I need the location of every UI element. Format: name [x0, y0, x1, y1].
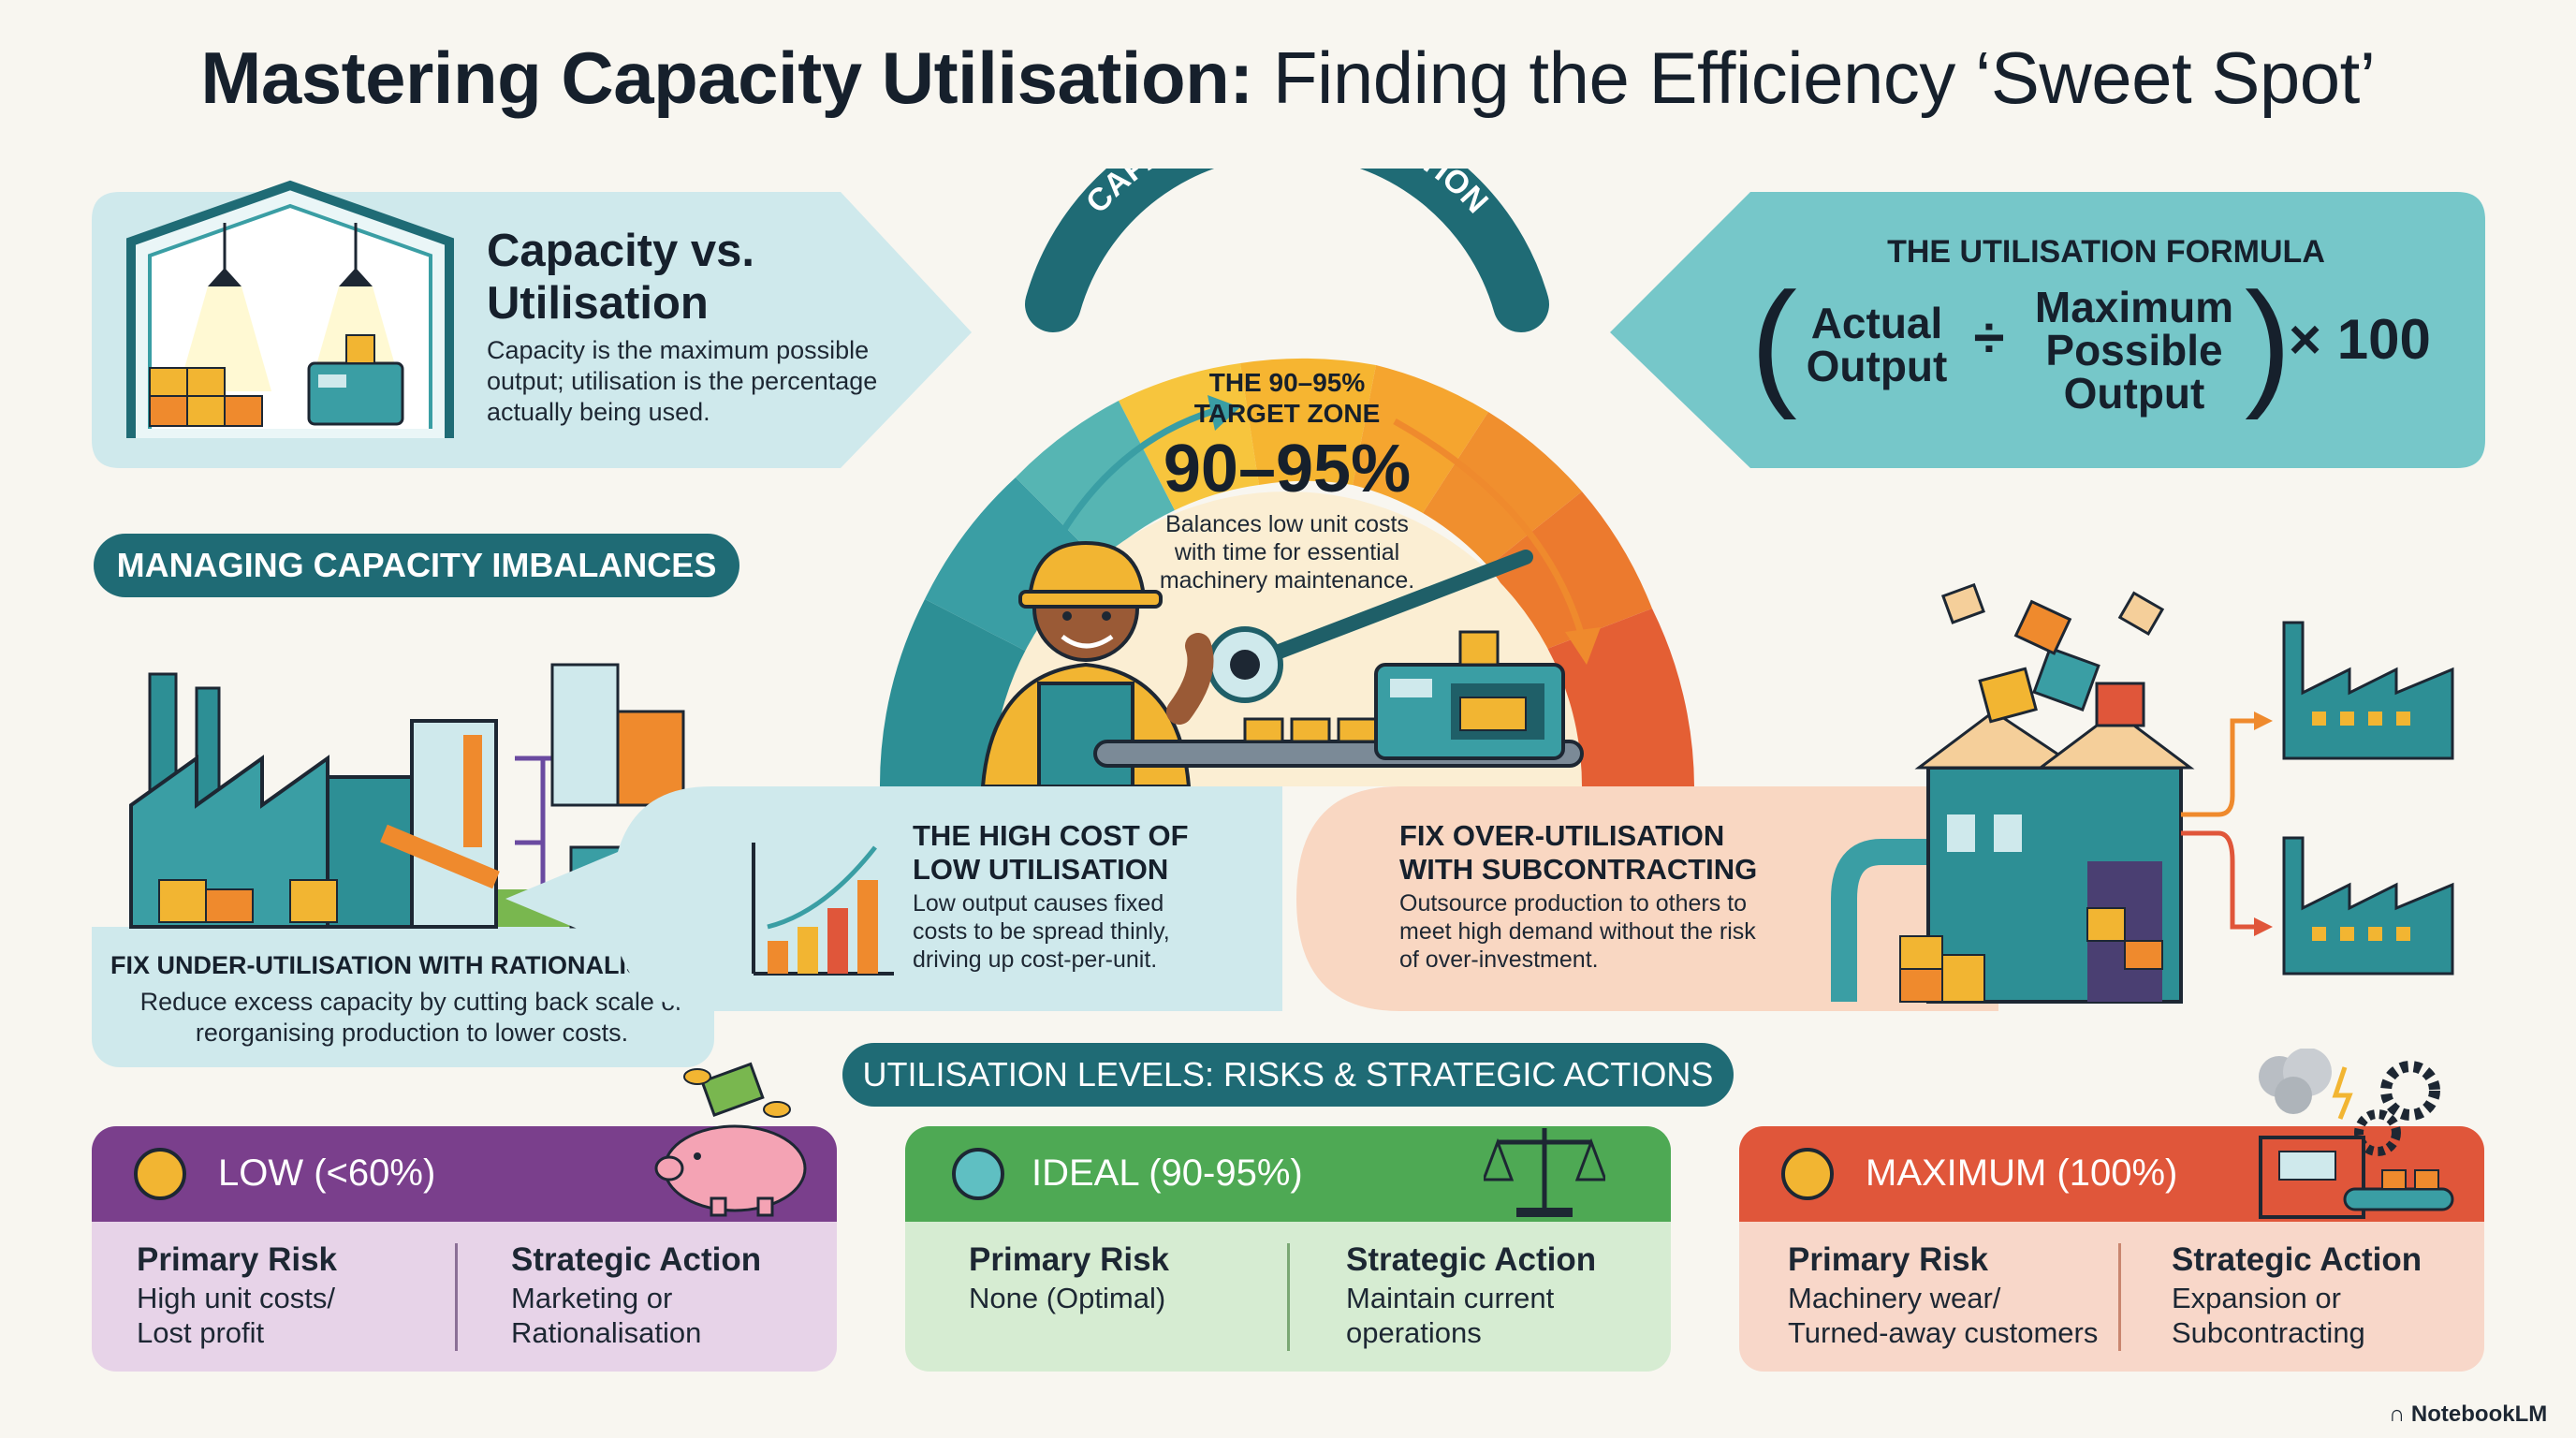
level-card-ideal-risk-value: None (Optimal)	[969, 1281, 1165, 1315]
level-card-ideal-risk-label: Primary Risk	[969, 1241, 1170, 1278]
level-card-ideal-action-line1: Maintain current	[1346, 1282, 1555, 1314]
level-card-ideal-action-value: Maintain current operations	[1346, 1281, 1554, 1350]
formula-denominator: Maximum Possible Output	[2022, 286, 2247, 415]
target-zone-line1: THE 90–95%	[1208, 368, 1366, 397]
high-cost-body: Low output causes fixed costs to be spre…	[913, 890, 1170, 973]
page-title: Mastering Capacity Utilisation: Finding …	[0, 36, 2576, 121]
level-card-maximum-divider	[2118, 1243, 2121, 1351]
level-card-low-divider	[455, 1243, 458, 1351]
level-card-low-risk-line2: Lost profit	[137, 1316, 265, 1349]
high-cost-heading: THE HIGH COST OF LOW UTILISATION	[913, 819, 1189, 887]
brand-label: ∩ NotebookLM	[2389, 1401, 2547, 1428]
level-card-maximum-action-label: Strategic Action	[2172, 1241, 2422, 1278]
smile-face-icon	[952, 1148, 1004, 1200]
level-card-low-risk-value: High unit costs/ Lost profit	[137, 1281, 335, 1350]
capacity-heading-line2: Utilisation	[487, 278, 709, 329]
formula-divide: ÷	[1973, 306, 2005, 369]
formula-heading: THE UTILISATION FORMULA	[1887, 234, 2325, 270]
target-zone-label: THE 90–95% TARGET ZONE	[1114, 367, 1460, 429]
under-utilisation-panel	[92, 927, 714, 1067]
capacity-heading: Capacity vs. Utilisation	[487, 225, 754, 330]
under-utilisation-heading: FIX UNDER-UTILISATION WITH RATIONALISATI…	[110, 951, 720, 979]
formula-denominator-line2: Possible	[2045, 326, 2223, 374]
level-card-ideal-action-label: Strategic Action	[1346, 1241, 1597, 1278]
stressed-face-icon	[1781, 1148, 1834, 1200]
level-card-low-action-line2: Rationalisation	[511, 1316, 702, 1349]
over-utilisation-body: Outsource production to others to meet h…	[1399, 890, 1756, 973]
worker-machine-illustration	[980, 540, 1584, 788]
level-card-ideal-action-line2: operations	[1346, 1316, 1482, 1349]
capacity-heading-line1: Capacity vs.	[487, 226, 754, 276]
formula-denominator-line1: Maximum	[2034, 283, 2234, 331]
utilisation-gauge: CAPACITY VS. UTILISATION	[879, 169, 1694, 786]
level-card-low-action-value: Marketing or Rationalisation	[511, 1281, 701, 1350]
level-card-low-risk-line1: High unit costs/	[137, 1282, 335, 1314]
over-utilisation-heading: FIX OVER-UTILISATION WITH SUBCONTRACTING	[1399, 819, 1757, 887]
formula-denominator-line3: Output	[2063, 369, 2205, 418]
target-zone-value: 90–95%	[1163, 432, 1412, 506]
factory-rationalisation-illustration	[129, 663, 685, 929]
formula-numerator-line2: Output	[1806, 342, 1948, 390]
formula-panel	[1610, 192, 2485, 468]
level-card-maximum-risk-label: Primary Risk	[1788, 1241, 1989, 1278]
level-card-low-risk-label: Primary Risk	[137, 1241, 338, 1278]
level-card-maximum-risk-line2: Turned-away customers	[1788, 1316, 2099, 1349]
overflowing-factory-illustration	[1831, 582, 2454, 1004]
target-zone-line2: TARGET ZONE	[1193, 399, 1381, 428]
level-card-ideal-divider	[1287, 1243, 1290, 1351]
bar-chart-icon	[752, 843, 894, 976]
level-card-low-action-label: Strategic Action	[511, 1241, 762, 1278]
overheating-machine-icon	[2259, 1049, 2454, 1219]
formula-multiplier: × 100	[2289, 308, 2431, 371]
level-card-low-title: LOW (<60%)	[218, 1152, 436, 1194]
warehouse-icon	[126, 180, 454, 438]
level-card-maximum-risk-value: Machinery wear/ Turned-away customers	[1788, 1281, 2098, 1350]
sad-face-icon	[134, 1148, 186, 1200]
high-cost-heading-line2: LOW UTILISATION	[913, 853, 1169, 886]
level-card-maximum-title: MAXIMUM (100%)	[1866, 1152, 2178, 1194]
target-zone-description: Balances low unit costs with time for es…	[1159, 511, 1415, 594]
brand-icon: ∩	[2389, 1401, 2406, 1427]
title-light: Finding the Efficiency ‘Sweet Spot’	[1252, 37, 2376, 119]
formula-right-paren: )	[2245, 263, 2291, 420]
over-utilisation-panel	[1296, 786, 1998, 1011]
level-card-maximum-action-line1: Expansion or	[2172, 1282, 2341, 1314]
level-card-low-action-line1: Marketing or	[511, 1282, 673, 1314]
formula-left-paren: (	[1750, 263, 1797, 420]
formula-numerator: Actual Output	[1793, 301, 1961, 388]
title-bold: Mastering Capacity Utilisation:	[200, 37, 1253, 119]
high-cost-heading-line1: THE HIGH COST OF	[913, 819, 1189, 852]
piggy-bank-icon	[654, 1062, 807, 1217]
over-utilisation-heading-line1: FIX OVER-UTILISATION	[1399, 819, 1725, 852]
brand-text: NotebookLM	[2410, 1401, 2548, 1427]
high-cost-panel	[505, 786, 1282, 1011]
capacity-body: Capacity is the maximum possible output;…	[487, 336, 878, 426]
level-card-maximum-action-line2: Subcontracting	[2172, 1316, 2365, 1349]
under-utilisation-body: Reduce excess capacity by cutting back s…	[139, 988, 684, 1047]
formula-numerator-line1: Actual	[1810, 299, 1943, 347]
level-card-maximum-action-value: Expansion or Subcontracting	[2172, 1281, 2365, 1350]
level-card-ideal-risk-line1: None (Optimal)	[969, 1282, 1166, 1314]
levels-pill: UTILISATION LEVELS: RISKS & STRATEGIC AC…	[842, 1043, 1734, 1107]
over-utilisation-heading-line2: WITH SUBCONTRACTING	[1399, 853, 1758, 886]
level-card-maximum-risk-line1: Machinery wear/	[1788, 1282, 2001, 1314]
level-card-ideal-title: IDEAL (90-95%)	[1032, 1152, 1303, 1194]
balance-scale-icon	[1484, 1128, 1605, 1217]
imbalances-pill: MANAGING CAPACITY IMBALANCES	[94, 534, 739, 597]
